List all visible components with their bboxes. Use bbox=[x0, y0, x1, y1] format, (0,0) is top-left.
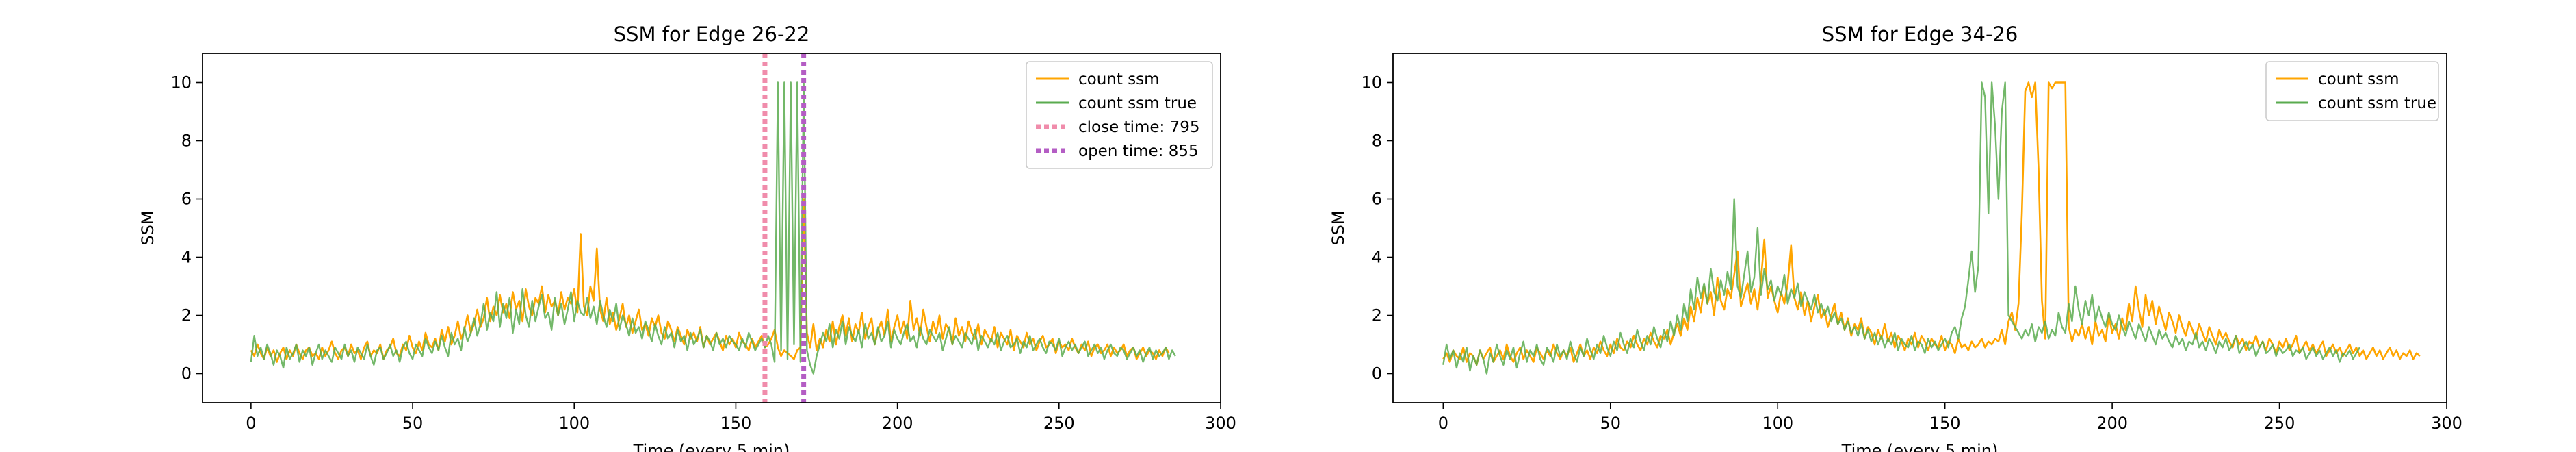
axes-frame bbox=[1392, 53, 2447, 403]
y-tick-label: 0 bbox=[181, 364, 192, 384]
axes-frame bbox=[202, 53, 1221, 403]
legend-box bbox=[2265, 61, 2439, 121]
y-tick-label: 8 bbox=[1372, 131, 1382, 151]
x-axis-label: Time (every 5 min) bbox=[633, 441, 790, 452]
x-tick-label: 100 bbox=[1762, 414, 1793, 433]
legend-entry: open time: 855 bbox=[1078, 142, 1199, 160]
x-tick-label: 50 bbox=[1600, 414, 1622, 433]
series-line-1 bbox=[250, 198, 1170, 363]
chart-panel-2: SSM for Edge 34-26 0 50 100 150 200 250 300 0 2 4 6… bbox=[1329, 23, 2462, 452]
y-axis-label: SSM bbox=[138, 210, 157, 245]
legend: count ssm count ssm true close time: 795 op… bbox=[1026, 61, 1213, 169]
x-tick-label: 100 bbox=[558, 414, 590, 433]
y-tick-label: 2 bbox=[1372, 306, 1382, 325]
x-tick-label: 0 bbox=[1438, 414, 1448, 433]
x-axis-label: Time (every 5 min) bbox=[1841, 441, 1999, 452]
x-tick-label: 200 bbox=[882, 414, 913, 433]
y-axis-label: SSM bbox=[1329, 210, 1348, 245]
y-tick-label: 0 bbox=[1372, 364, 1382, 384]
legend-entry: count ssm true bbox=[2318, 95, 2436, 112]
x-tick-label: 50 bbox=[402, 414, 424, 433]
x-tick-label: 0 bbox=[246, 414, 256, 433]
y-tick-label: 2 bbox=[181, 306, 192, 325]
x-tick-label: 150 bbox=[1929, 414, 1961, 433]
plot-area bbox=[1442, 81, 2421, 375]
plot-area bbox=[250, 53, 1176, 403]
x-tick-label: 200 bbox=[2096, 414, 2128, 433]
legend-box bbox=[1026, 61, 1213, 169]
y-tick-label: 10 bbox=[170, 73, 192, 92]
legend-entry: count ssm bbox=[1078, 71, 1160, 88]
y-tick-label: 6 bbox=[181, 190, 192, 209]
chart-panel-1: SSM for Edge 26-22 0 50 100 150 200 250 300 0 2 4 6… bbox=[138, 23, 1236, 452]
chart-title: SSM for Edge 26-22 bbox=[614, 23, 810, 46]
legend: count ssm count ssm true bbox=[2265, 61, 2439, 121]
y-tick-label: 6 bbox=[1372, 190, 1382, 209]
y-tick-label: 8 bbox=[181, 131, 192, 151]
y-tick-label: 10 bbox=[1361, 73, 1382, 92]
y-tick-label: 4 bbox=[1372, 248, 1382, 267]
chart-title: SSM for Edge 34-26 bbox=[1822, 23, 2018, 46]
series-line-2 bbox=[250, 81, 1176, 375]
x-tick-label: 300 bbox=[2431, 414, 2462, 433]
series-line-2 bbox=[1442, 81, 2360, 375]
x-tick-label: 250 bbox=[1043, 414, 1075, 433]
x-tick-label: 300 bbox=[1205, 414, 1236, 433]
series-line-1 bbox=[1442, 81, 2421, 366]
x-tick-label: 150 bbox=[720, 414, 752, 433]
legend-entry: close time: 795 bbox=[1078, 118, 1199, 136]
y-tick-label: 4 bbox=[181, 248, 192, 267]
legend-entry: count ssm true bbox=[1078, 95, 1197, 112]
legend-entry: count ssm bbox=[2318, 71, 2399, 88]
x-tick-label: 250 bbox=[2264, 414, 2295, 433]
